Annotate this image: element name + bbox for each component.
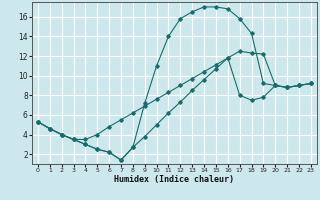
X-axis label: Humidex (Indice chaleur): Humidex (Indice chaleur) [115, 175, 234, 184]
